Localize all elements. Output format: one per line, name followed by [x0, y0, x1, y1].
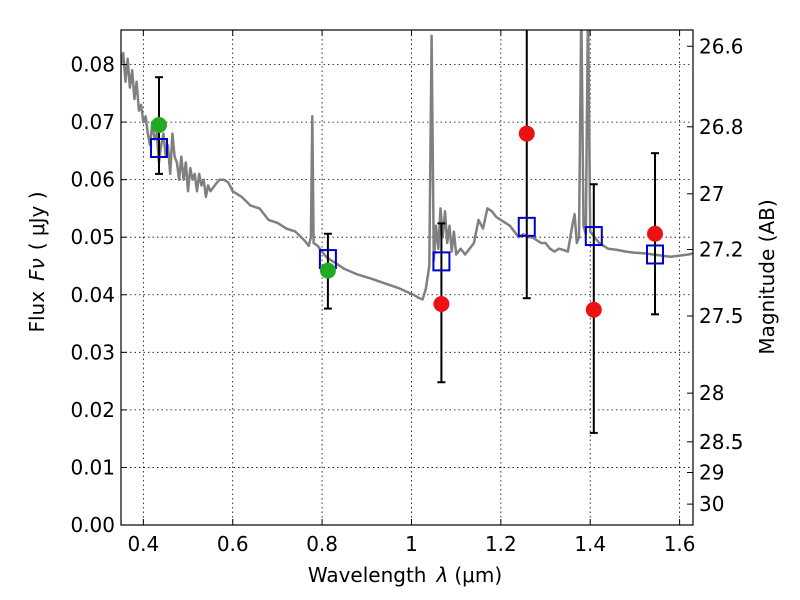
model-spectrum — [121, 30, 693, 301]
magnitude-tick-label: 27.2 — [699, 238, 744, 262]
x-axis-symbol: λ — [436, 563, 449, 587]
y-axis-unit: ( μJy ) — [25, 191, 49, 250]
x-tick-label: 0.6 — [217, 532, 249, 556]
model-photometry-square — [584, 226, 603, 247]
y-tick-label: 0.05 — [70, 225, 115, 249]
y-tick-label: 0.07 — [70, 110, 115, 134]
magnitude-tick-label: 27 — [699, 182, 724, 206]
y-axis-symbol: Fν — [25, 258, 49, 281]
magnitude-tick-label: 26.6 — [699, 34, 744, 58]
error-bars — [154, 30, 660, 434]
y-tick-label: 0.02 — [70, 398, 115, 422]
upper-limit-point — [518, 125, 535, 142]
detection-point — [319, 262, 336, 279]
y-tick-label: 0.08 — [70, 53, 115, 77]
y-tick-label: 0.03 — [70, 340, 115, 364]
magnitude-axis-label: Magnitude (AB) — [755, 199, 779, 354]
model-photometry-square — [646, 244, 665, 265]
y-tick-label: 0.00 — [70, 513, 115, 537]
upper-limit-point — [585, 301, 602, 318]
x-tick-label: 1.4 — [574, 532, 606, 556]
x-tick-label: 1 — [405, 532, 418, 556]
model-photometry-square — [149, 137, 168, 158]
model-spectrum-line — [121, 30, 693, 301]
y-axis-label-text: Flux — [25, 291, 49, 333]
y-axis-label: Flux Fν ( μJy ) — [25, 191, 49, 332]
data-points — [149, 30, 665, 434]
y-tick-label: 0.01 — [70, 455, 115, 479]
y-tick-label: 0.06 — [70, 168, 115, 192]
y-tick-label: 0.04 — [70, 283, 115, 307]
magnitude-tick-label: 30 — [699, 492, 724, 516]
markers — [149, 116, 665, 318]
model-photometry-square — [432, 251, 451, 272]
magnitude-tick-label: 28 — [699, 381, 724, 405]
detection-point — [150, 116, 167, 133]
plot-frame — [120, 29, 694, 526]
x-axis-unit: (μm) — [454, 563, 502, 587]
upper-limit-point — [647, 225, 664, 242]
magnitude-tick-label: 28.5 — [699, 430, 744, 454]
x-tick-label: 1.2 — [485, 532, 517, 556]
magnitude-tick-label: 26.8 — [699, 115, 744, 139]
x-axis-label: Wavelength λ (μm) — [308, 563, 502, 587]
model-photometry-square — [517, 216, 536, 237]
x-tick-label: 0.4 — [127, 532, 159, 556]
x-axis-label-text: Wavelength — [308, 563, 427, 587]
magnitude-tick-label: 29 — [699, 461, 724, 485]
x-tick-label: 0.8 — [306, 532, 338, 556]
x-tick-label: 1.6 — [664, 532, 696, 556]
grid-lines — [121, 30, 693, 526]
axis-ticks: 0.4 0.6 0.8 1 1.2 1.4 1.6 0.00 0.01 0.02 0.03 0.04 0… — [70, 30, 744, 556]
magnitude-tick-label: 27.5 — [699, 304, 744, 328]
upper-limit-point — [433, 295, 450, 312]
